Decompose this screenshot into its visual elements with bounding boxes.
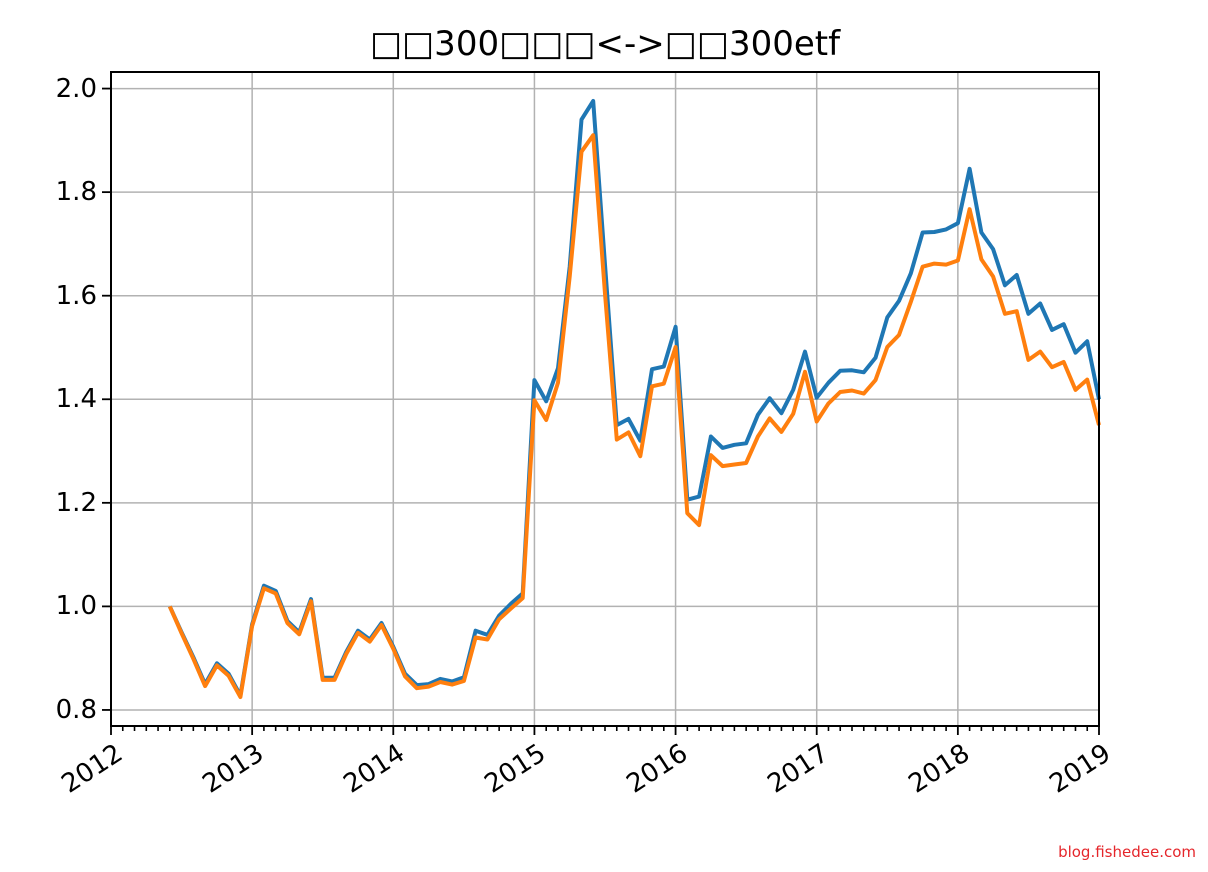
- y-tick-label: 1.8: [55, 177, 97, 208]
- y-tick-label: 0.8: [55, 694, 97, 725]
- y-tick-label: 1.6: [55, 280, 97, 311]
- watermark: blog.fishedee.com: [1058, 843, 1196, 861]
- y-tick-label: 1.0: [55, 591, 97, 622]
- chart-title: □□300□□□<->□□300etf: [369, 24, 841, 64]
- y-tick-label: 1.4: [55, 384, 97, 415]
- series-orange-line: [167, 133, 1101, 699]
- y-tick-label: 2.0: [55, 73, 97, 104]
- series-blue-line: [167, 99, 1101, 698]
- y-tick-label: 1.2: [55, 487, 97, 518]
